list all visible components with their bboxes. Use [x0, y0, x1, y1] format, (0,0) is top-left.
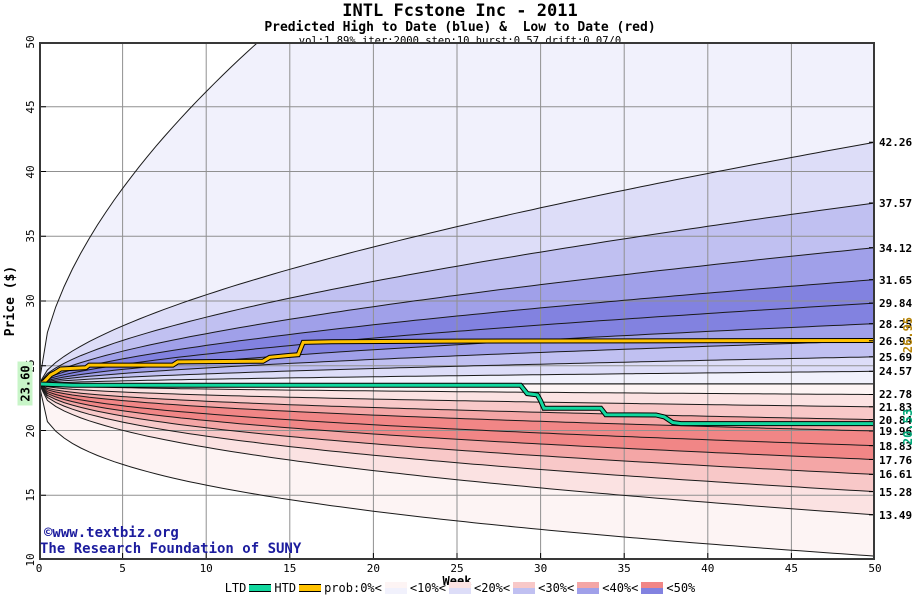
right-price-label: 15.28 [879, 485, 913, 499]
y-tick-label: 35 [23, 229, 37, 243]
x-tick-label: 30 [533, 562, 548, 575]
right-price-label: 31.65 [879, 273, 913, 287]
start-price-label: 23.60 [17, 361, 33, 406]
y-tick-label: 30 [23, 294, 37, 308]
right-price-label: 13.49 [879, 508, 913, 522]
probability-band-swatch [449, 582, 471, 594]
x-tick-label: 25 [450, 562, 464, 575]
legend-prob-label: prob:0%< [324, 581, 382, 595]
high-band-color [384, 588, 407, 594]
y-axis-label: Price ($) [2, 265, 18, 337]
right-price-label: 29.84 [879, 297, 913, 311]
chart-subtitle: Predicted High to Date (blue) & Low to D… [264, 20, 656, 35]
high-band-color [449, 588, 471, 594]
right-price-label: 37.57 [879, 196, 913, 210]
low-band-color [449, 582, 471, 588]
legend-band-label: <30%< [538, 581, 575, 595]
high-band-color [577, 588, 600, 594]
legend-band-label: <50% [666, 581, 696, 595]
x-tick-label: 0 [35, 562, 43, 575]
x-tick-label: 5 [119, 562, 126, 575]
high-band-color [513, 588, 536, 594]
copyright-url[interactable]: ©www.textbiz.org [44, 525, 179, 541]
right-price-label: 34.12 [879, 241, 913, 255]
ltd-line-swatch [249, 584, 272, 592]
legend: LTD HTD prob:0%< <10%< <20%< <30%< <40%< <50… [0, 581, 920, 595]
right-price-label: 25.69 [879, 350, 913, 364]
x-tick-label: 20 [366, 562, 381, 575]
right-price-label: 42.26 [879, 136, 913, 150]
y-tick-label: 15 [23, 488, 37, 502]
low-band-color [577, 582, 600, 588]
y-tick-label: 40 [23, 164, 37, 179]
right-price-label: 18.83 [879, 439, 913, 453]
x-tick-label: 45 [784, 562, 799, 575]
y-tick-label: 45 [23, 100, 37, 114]
ltd-final-label: 20.53 [901, 408, 915, 446]
right-price-label: 20.84 [879, 413, 913, 427]
probability-band-swatch [384, 582, 407, 594]
htd-line [39, 339, 875, 386]
legend-htd-label: HTD [274, 581, 297, 595]
probability-band-swatch [513, 582, 536, 594]
fan-chart-canvas [39, 42, 875, 560]
legend-band-label: <40%< [602, 581, 639, 595]
x-tick-label: 50 [868, 562, 882, 575]
probability-band-swatch [577, 582, 600, 594]
right-price-label: 26.93 [879, 334, 913, 348]
right-price-label: 17.76 [879, 453, 913, 467]
legend-ltd-label: LTD [224, 581, 247, 595]
low-band-color [513, 582, 536, 588]
low-band-color [384, 582, 407, 588]
right-price-label: 19.96 [879, 425, 913, 439]
chart-title: INTL Fcstone Inc - 2011 [342, 1, 578, 21]
probability-band-swatch [641, 582, 664, 594]
copyright-foundation: The Research Foundation of SUNY [40, 541, 302, 557]
x-tick-label: 10 [199, 562, 213, 575]
legend-band-label: <10%< [409, 581, 446, 595]
right-price-label: 22.78 [879, 388, 913, 402]
x-tick-label: 35 [617, 562, 631, 575]
low-band-color [641, 582, 664, 588]
ltd-line [39, 382, 875, 426]
right-price-label: 21.83 [879, 400, 913, 414]
legend-probability-bands: <10%< <20%< <30%< <40%< <50% [384, 581, 696, 595]
right-price-label: 28.25 [879, 317, 913, 331]
htd-final-label: 26.95 [901, 316, 915, 354]
right-price-label: 24.57 [879, 365, 913, 379]
right-price-label: 16.61 [879, 468, 913, 482]
x-tick-label: 40 [701, 562, 715, 575]
y-tick-label: 50 [23, 35, 37, 49]
y-tick-label: 20 [23, 423, 37, 438]
htd-line-swatch [299, 584, 322, 592]
x-tick-label: 15 [283, 562, 297, 575]
legend-band-label: <20%< [474, 581, 511, 595]
high-band-color [641, 588, 664, 594]
